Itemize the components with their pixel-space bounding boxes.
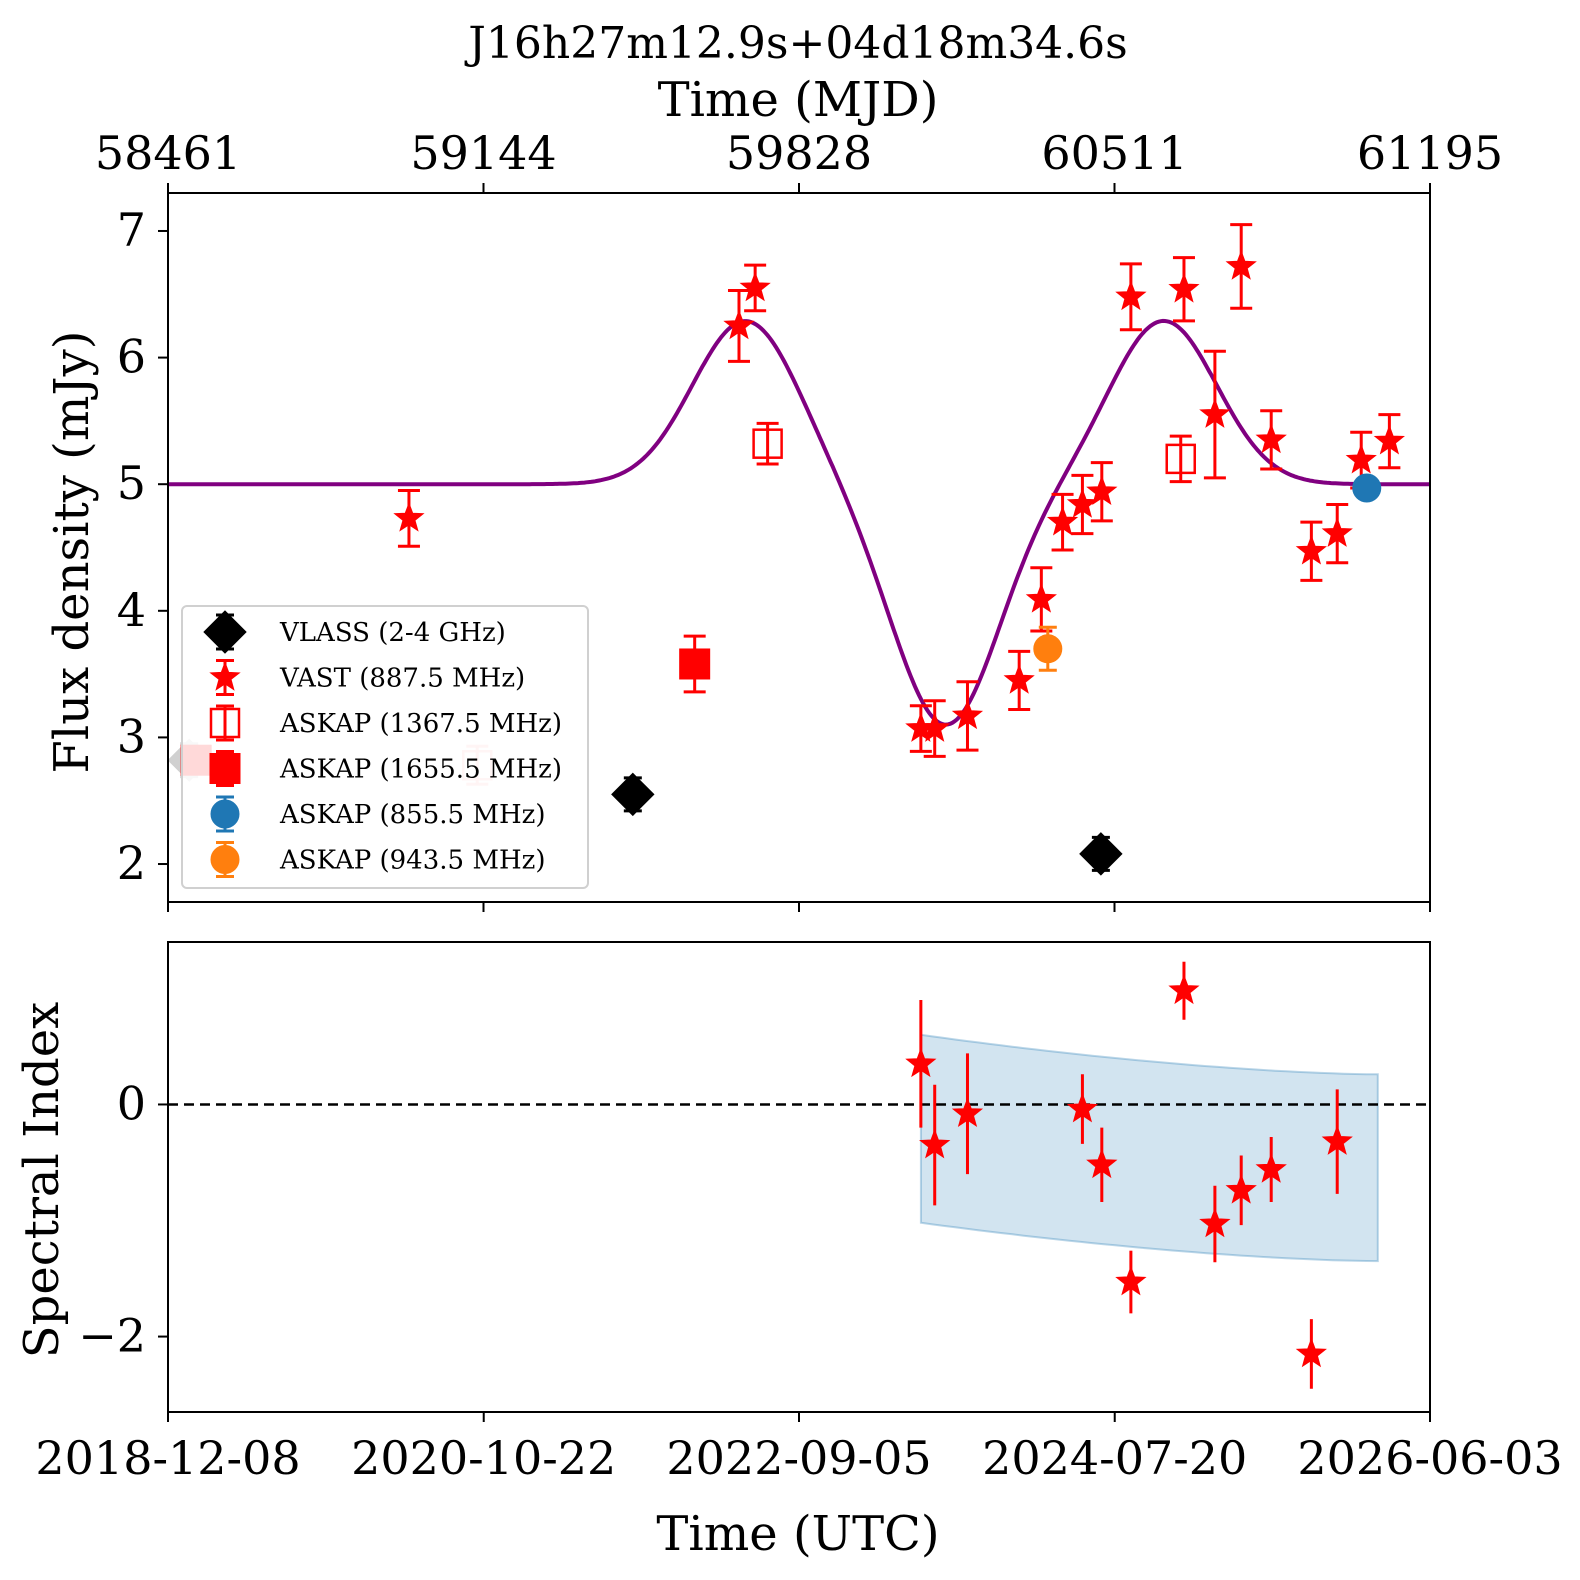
point-2-2 (1165, 443, 1196, 475)
bottom-x-tick-label: 2022-09-05 (666, 1431, 931, 1485)
figure-title: J16h27m12.9s+04d18m34.6s (464, 18, 1128, 69)
spectral-point-1 (919, 1128, 951, 1159)
point-1-2 (739, 271, 771, 302)
bottom-x-tick-label: 2018-12-08 (35, 1431, 300, 1485)
spectral-point-6 (1168, 974, 1200, 1005)
bottom-xlabel: Time (UTC) (656, 1506, 939, 1562)
top-mjd-tick-label: 59828 (726, 126, 872, 180)
point-1-5 (951, 699, 984, 730)
point-1-1 (723, 309, 755, 340)
top-y-tick-label: 3 (117, 709, 146, 763)
legend-marker-1 (209, 661, 241, 691)
point-1-16 (1295, 534, 1327, 565)
top-axes: 58461 59144 59828 60511 61195 2 3 4 5 6 7 (95, 126, 1503, 912)
legend-entry-5: ASKAP (943.5 MHz) (210, 841, 545, 878)
top-mjd-tick-label: 58461 (95, 126, 241, 180)
bottom-x-tick-label: 2026-06-03 (1297, 1431, 1562, 1485)
legend-box (181, 605, 589, 889)
series-5 (1033, 625, 1063, 672)
legend-entry-4: ASKAP (855.5 MHz) (210, 795, 545, 833)
bottom-x-tick-label: 2020-10-22 (351, 1431, 616, 1485)
bottom-x-tick-label: 2024-07-20 (982, 1431, 1247, 1485)
point-1-12 (1168, 272, 1200, 303)
top-mjd-tick-label: 60511 (1041, 126, 1187, 180)
spectral-point-0 (905, 1047, 937, 1078)
top-axis-title: Time (MJD) (658, 72, 939, 128)
top-mjd-tick-label: 61195 (1357, 126, 1503, 180)
spectral-point-10 (1295, 1337, 1327, 1368)
series-4 (1352, 473, 1382, 503)
spectral-point-5 (1115, 1265, 1147, 1296)
legend-entry-3: ASKAP (1655.5 MHz) (209, 750, 562, 787)
spectral-data-layer (905, 961, 1353, 1389)
legend-marker-5 (210, 845, 240, 874)
point-3-1 (679, 648, 711, 680)
spectral-point-2 (951, 1097, 984, 1128)
top-y-tick-label: 4 (117, 583, 146, 637)
legend-label-2: ASKAP (1367.5 MHz) (279, 709, 562, 739)
point-4-0 (1352, 473, 1382, 503)
spectral-point-11 (1321, 1125, 1353, 1155)
point-1-13 (1199, 398, 1231, 428)
legend-entry-2: ASKAP (1367.5 MHz) (209, 704, 562, 742)
point-1-4 (919, 712, 951, 742)
spectral-band-layer (168, 1033, 1430, 1263)
top-y-tick-label: 6 (117, 330, 146, 384)
legend-marker-4 (210, 799, 240, 829)
point-1-6 (1003, 663, 1035, 694)
top-mjd-tick-label: 59144 (410, 126, 556, 180)
legend-entry-0: VLASS (2-4 GHz) (203, 610, 506, 654)
bottom-ylabel: Spectral Index (14, 1002, 70, 1358)
spectral-point-8 (1225, 1173, 1257, 1204)
point-1-7 (1025, 582, 1057, 613)
spectral-point-4 (1086, 1148, 1118, 1179)
top-y-tick-label: 7 (117, 203, 146, 257)
point-1-0 (393, 501, 425, 532)
point-1-10 (1086, 475, 1118, 506)
point-1-17 (1321, 517, 1353, 547)
legend-entry-1: VAST (887.5 MHz) (209, 659, 525, 696)
legend-label-3: ASKAP (1655.5 MHz) (279, 755, 562, 785)
point-2-1 (752, 428, 783, 459)
point-1-19 (1373, 424, 1405, 455)
top-y-tick-label: 5 (117, 456, 146, 510)
top-ylabel: Flux density (mJy) (44, 331, 100, 774)
spectral-point-7 (1199, 1207, 1231, 1238)
legend-marker-3 (209, 753, 241, 784)
point-1-11 (1115, 280, 1147, 311)
legend-label-1: VAST (887.5 MHz) (279, 664, 525, 694)
legend: VLASS (2-4 GHz) VAST (887.5 MHz) ASKAP (13… (181, 605, 589, 889)
point-5-0 (1033, 634, 1063, 664)
point-1-15 (1255, 423, 1287, 454)
legend-marker-2 (209, 707, 241, 739)
legend-marker-0 (203, 610, 247, 654)
point-0-2 (1079, 832, 1123, 876)
bottom-y-tick-label: −2 (78, 1309, 146, 1363)
spectral-point-9 (1255, 1153, 1287, 1183)
point-1-18 (1345, 443, 1377, 474)
point-0-1 (611, 772, 655, 817)
legend-label-4: ASKAP (855.5 MHz) (279, 800, 545, 830)
bottom-axes: 2018-12-08 2020-10-22 2022-09-05 2024-07-20… (35, 941, 1563, 1485)
legend-label-0: VLASS (2-4 GHz) (279, 618, 506, 648)
model-curve-layer (168, 318, 1430, 727)
point-1-9 (1066, 488, 1099, 518)
model-curve-line (168, 318, 1430, 727)
spectral-index-band (919, 1033, 1379, 1263)
legend-label-5: ASKAP (943.5 MHz) (279, 846, 545, 876)
point-1-14 (1225, 249, 1257, 280)
bottom-y-tick-label: 0 (117, 1076, 146, 1130)
top-y-tick-label: 2 (117, 836, 146, 890)
spectral-point-3 (1066, 1092, 1099, 1123)
